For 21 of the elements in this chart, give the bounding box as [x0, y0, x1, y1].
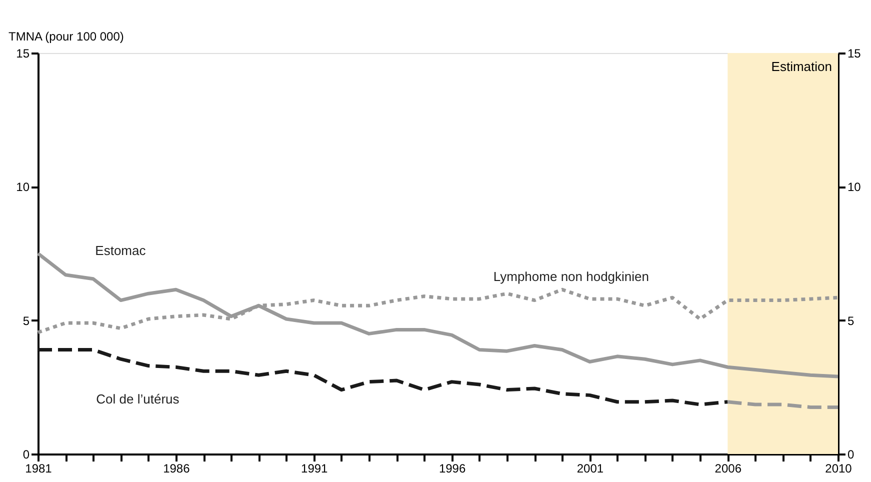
y-tick-label: 10	[16, 180, 30, 194]
series-label: Col de l’utérus	[96, 392, 180, 407]
series-label: Lymphome non hodgkinien	[493, 268, 650, 284]
x-tick-label: 1986	[163, 462, 190, 476]
x-tick-label: 2006	[714, 462, 742, 476]
y-tick-label: 0	[22, 448, 30, 462]
y-axis-title: TMNA (pour 100 000)	[8, 30, 124, 44]
y2-tick-label: 10	[848, 180, 862, 194]
y-tick-label: 15	[16, 46, 30, 60]
series-label: Estomac	[95, 242, 146, 258]
x-tick-label: 2001	[576, 462, 604, 476]
y2-tick-label: 15	[848, 46, 862, 60]
x-tick-label: 2010	[825, 462, 852, 476]
line-series	[36, 348, 730, 406]
x-tick-label: 1996	[438, 462, 466, 476]
y2-tick-label: 5	[848, 314, 854, 328]
y-tick-label: 5	[22, 314, 30, 328]
band-label: Estimation	[771, 59, 832, 74]
y2-tick-label: 0	[848, 448, 854, 462]
x-tick-label: 1981	[25, 462, 52, 476]
x-tick-label: 1991	[301, 462, 328, 476]
